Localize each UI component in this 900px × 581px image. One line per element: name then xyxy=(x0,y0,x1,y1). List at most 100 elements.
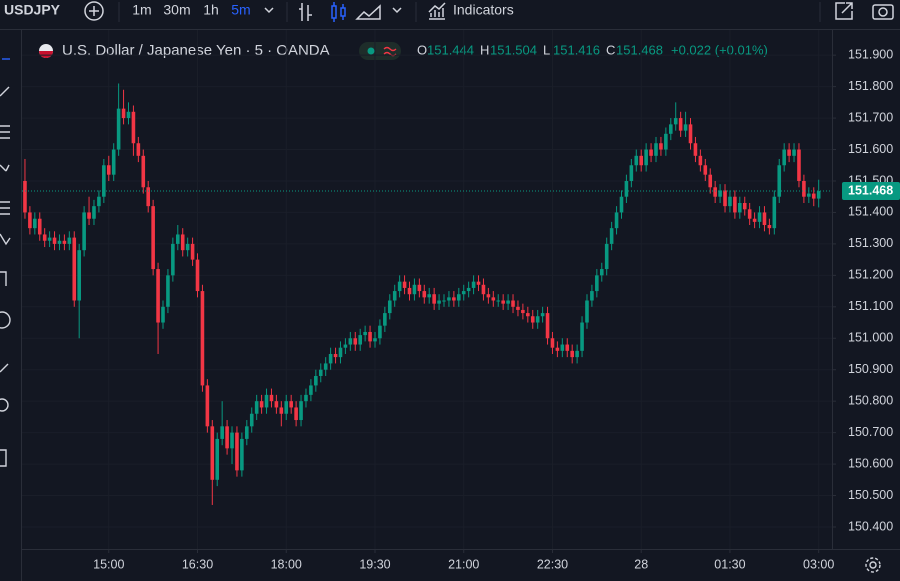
market-open-dot xyxy=(367,47,375,55)
text-tool[interactable] xyxy=(0,271,7,286)
candle-body xyxy=(654,143,658,156)
candle-body xyxy=(42,234,47,241)
candle-body xyxy=(432,294,436,304)
candle-body xyxy=(747,209,752,219)
trend-line-tool[interactable] xyxy=(0,86,10,97)
candle-body xyxy=(481,284,486,295)
interval-button[interactable]: 30m xyxy=(163,2,190,18)
candle-body xyxy=(264,394,269,408)
candle-body xyxy=(353,338,358,345)
area-style[interactable] xyxy=(355,4,381,20)
change-value: +0.022 (+0.01%) xyxy=(671,42,768,57)
candle-body xyxy=(604,243,609,270)
candle-body xyxy=(723,190,727,207)
candle-body xyxy=(259,401,264,408)
ohlc-label: H xyxy=(480,42,489,57)
candle-body xyxy=(314,376,318,386)
indicators-button[interactable]: Indicators xyxy=(453,2,514,18)
candle-body xyxy=(521,309,525,314)
candle-body xyxy=(634,155,639,166)
candle-body xyxy=(185,243,190,251)
settings[interactable] xyxy=(865,557,881,573)
candle-body xyxy=(235,432,239,471)
brush-tool[interactable] xyxy=(0,233,11,246)
y-tick-label: 151.000 xyxy=(848,331,893,345)
candle-body xyxy=(392,291,397,301)
candle-body xyxy=(703,165,708,175)
candle-body xyxy=(540,313,545,317)
last-price-label: 151.468 xyxy=(848,183,893,197)
y-tick-label: 150.400 xyxy=(848,519,893,533)
candle-body xyxy=(619,196,624,213)
market-status[interactable] xyxy=(359,42,401,60)
candle-body xyxy=(742,203,747,210)
x-tick-label: 18:00 xyxy=(271,557,302,571)
interval-button[interactable]: 1m xyxy=(132,2,151,18)
interval-button[interactable]: 1h xyxy=(203,2,219,18)
candle-body xyxy=(688,124,693,144)
candle-body xyxy=(555,347,560,351)
candle-body xyxy=(585,300,589,323)
x-tick-label: 03:00 xyxy=(803,557,834,571)
ohlc-value: 151.416 xyxy=(553,42,600,57)
candle-body xyxy=(678,118,683,131)
candle-body xyxy=(378,325,382,339)
camera[interactable] xyxy=(872,4,894,20)
candle-body xyxy=(67,237,72,244)
style-dropdown[interactable] xyxy=(392,7,402,14)
candle-body xyxy=(363,331,367,336)
candle-body xyxy=(358,335,362,345)
interval-button[interactable]: 5m xyxy=(231,2,250,18)
candle-body xyxy=(777,165,782,197)
candle-body xyxy=(28,212,32,229)
symbol[interactable]: USDJPY xyxy=(4,2,61,18)
candle-body xyxy=(131,111,136,144)
x-tick-label: 22:30 xyxy=(537,557,568,571)
measure-tool[interactable] xyxy=(0,363,9,373)
candle-body xyxy=(274,401,279,408)
icon-tool[interactable] xyxy=(0,311,11,329)
ohlc-label: O xyxy=(417,42,427,57)
candle-body xyxy=(180,234,185,251)
legend: U.S. Dollar / Japanese Yen · 5 · OANDA O… xyxy=(39,42,768,60)
candle-body xyxy=(195,259,200,292)
candle-body xyxy=(220,426,224,439)
candle-body xyxy=(486,294,491,298)
candle-body xyxy=(333,353,338,358)
bar-style[interactable] xyxy=(299,3,312,21)
candle-body xyxy=(279,407,284,414)
candle-body xyxy=(526,313,530,317)
candle-style[interactable] xyxy=(331,2,346,22)
fib-tool[interactable] xyxy=(0,125,10,139)
candle-body xyxy=(772,196,777,229)
interval-dropdown[interactable] xyxy=(264,7,274,14)
y-tick-label: 151.600 xyxy=(848,142,893,156)
candle-body xyxy=(141,155,146,188)
candle-body xyxy=(693,143,698,156)
candle-body xyxy=(762,212,767,226)
candle-body xyxy=(151,206,155,270)
left-toolbar xyxy=(0,58,11,467)
indicators-icon[interactable] xyxy=(428,2,446,20)
candle-body xyxy=(373,338,377,342)
candle-body xyxy=(767,225,772,229)
pattern-tool[interactable] xyxy=(0,164,10,172)
candle-body xyxy=(590,291,594,301)
candle-body xyxy=(535,316,540,323)
candle-body xyxy=(456,294,461,301)
candle-body xyxy=(807,193,811,197)
magnet-tool[interactable] xyxy=(0,449,7,467)
zoom-tool[interactable] xyxy=(0,398,9,412)
candle-body xyxy=(560,344,565,351)
forecast-tool[interactable] xyxy=(0,201,10,215)
y-tick-label: 151.400 xyxy=(848,205,893,219)
candle-body xyxy=(466,287,471,292)
candle-body xyxy=(146,187,151,207)
snapshot-share[interactable] xyxy=(835,2,853,20)
add-symbol[interactable] xyxy=(84,1,104,21)
candle-body xyxy=(387,300,392,314)
x-tick-label: 28 xyxy=(634,557,648,571)
candle-body xyxy=(106,165,111,175)
candles xyxy=(23,83,821,505)
